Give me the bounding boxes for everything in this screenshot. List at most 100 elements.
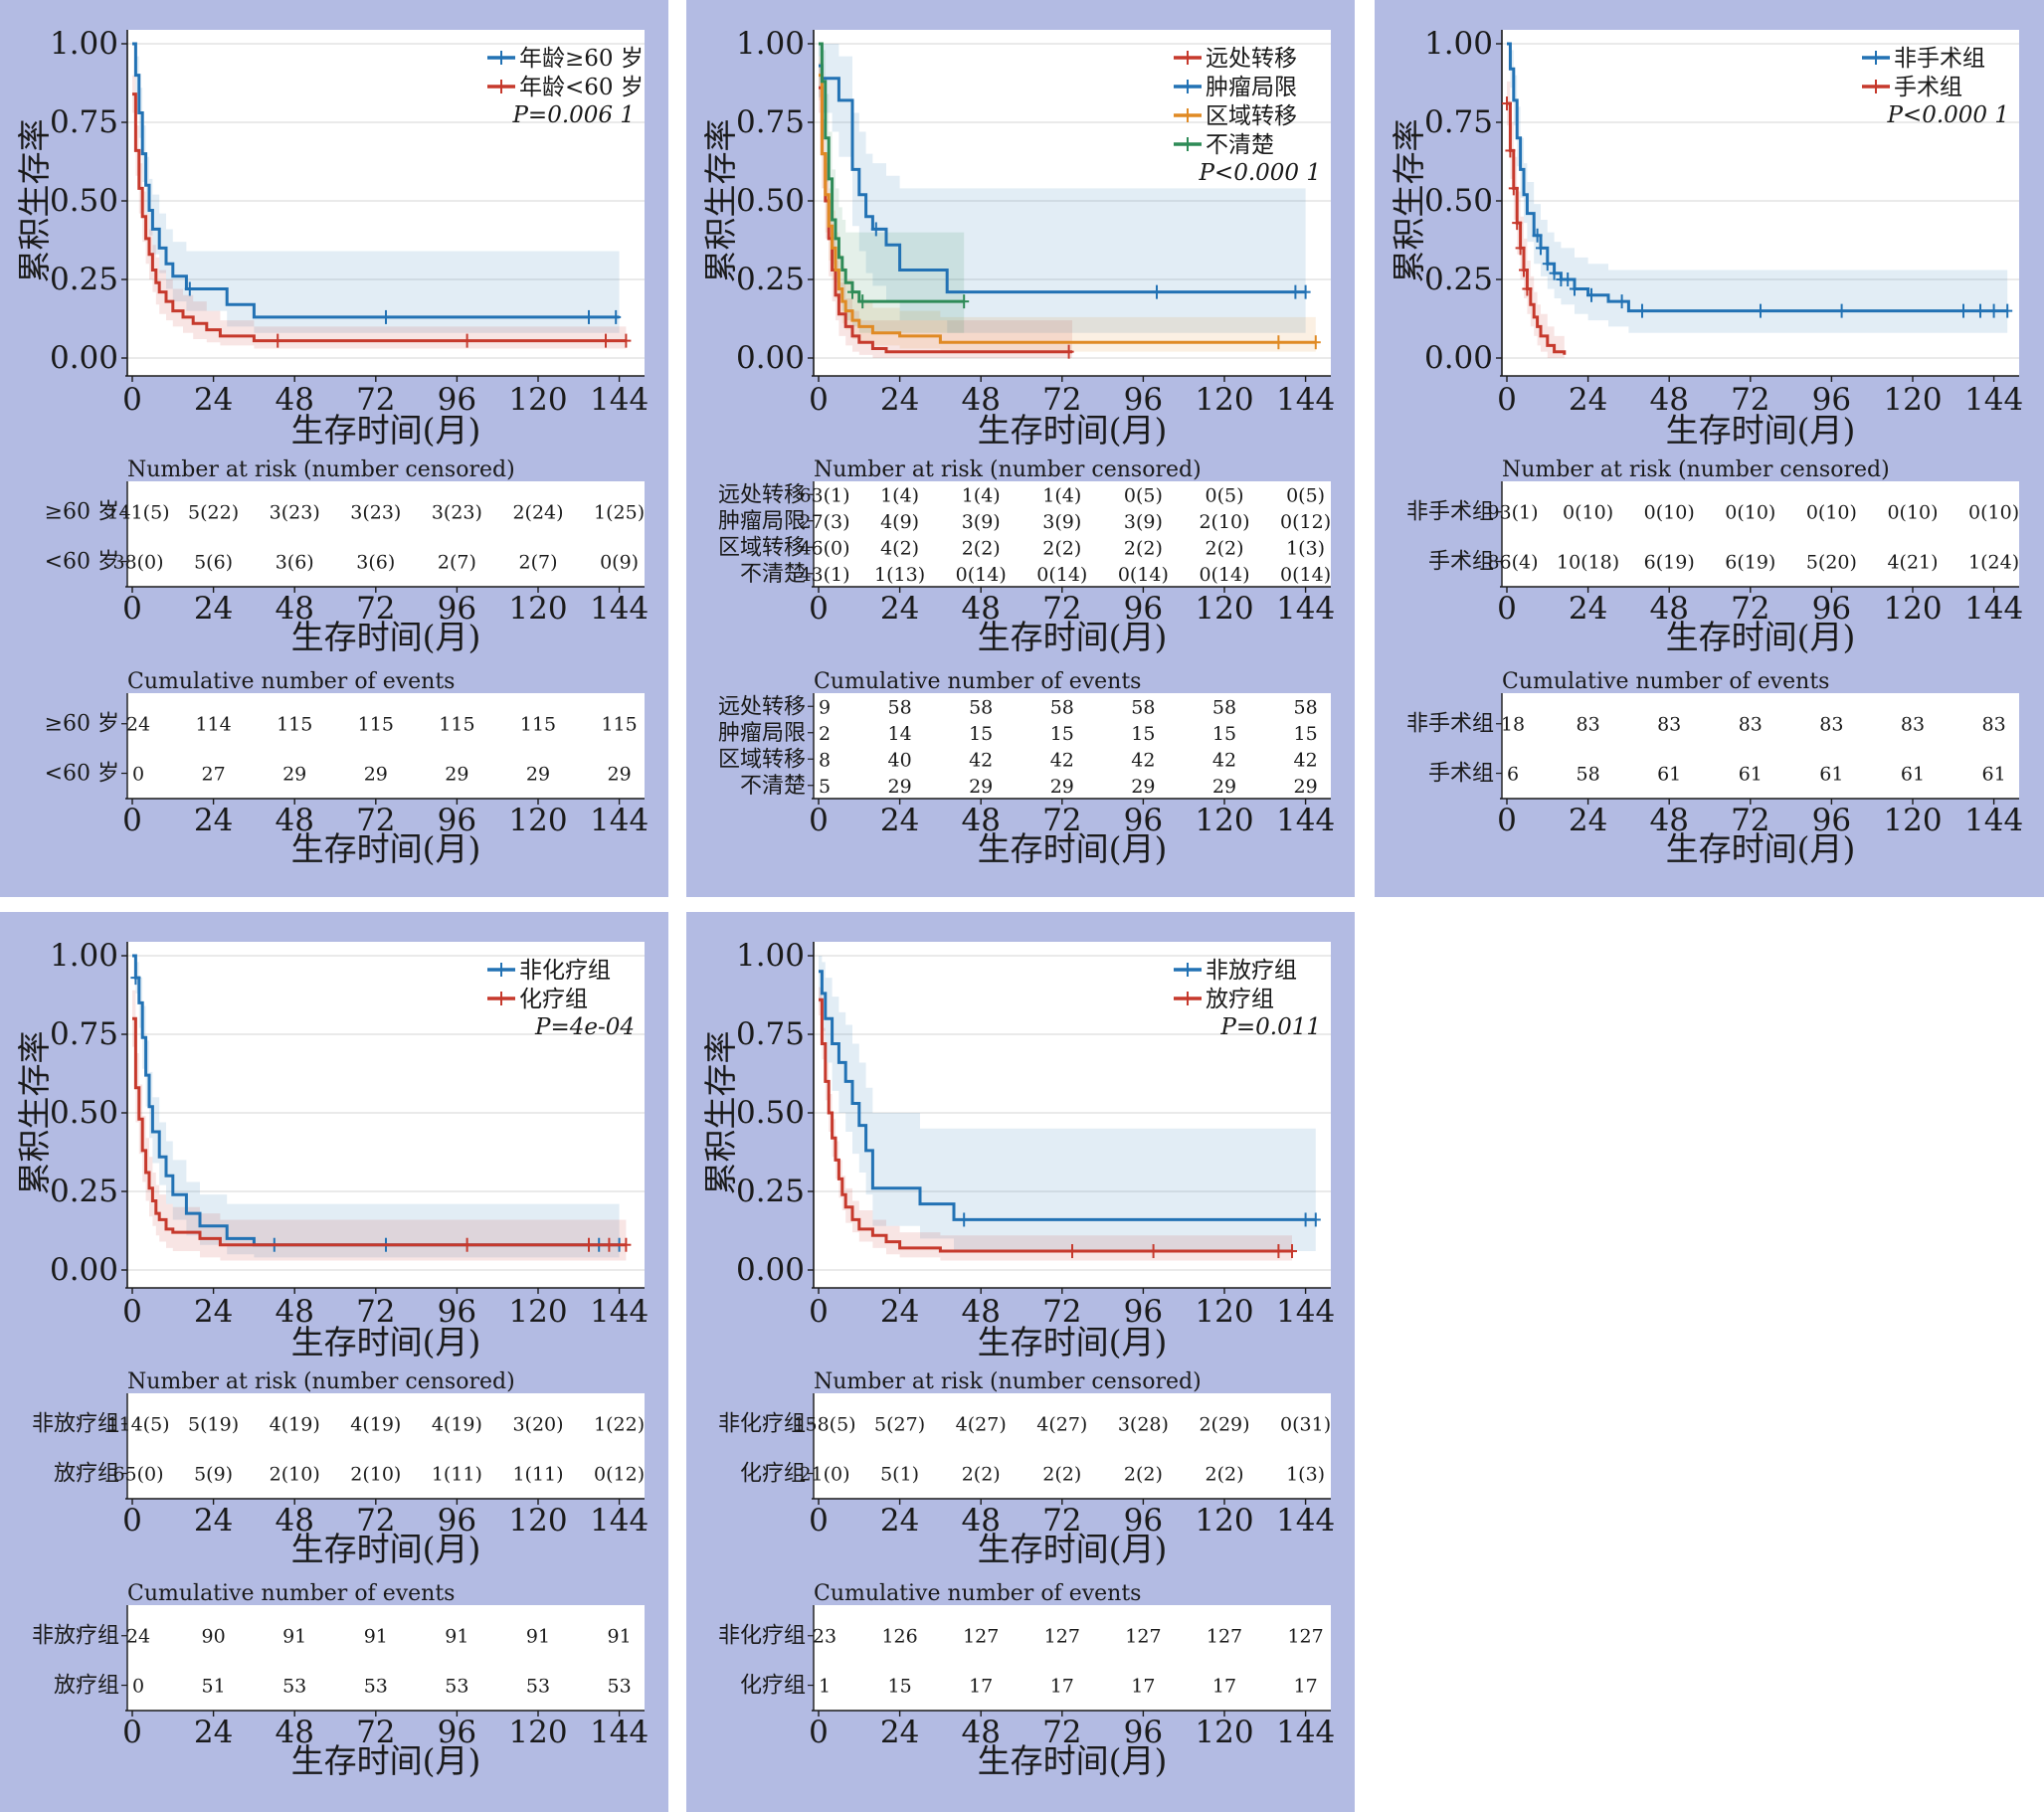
legend-label: 远处转移: [1206, 46, 1297, 72]
x-tick-label: 96: [1812, 803, 1851, 838]
table-cell: 2(2): [1042, 1464, 1081, 1486]
x-tick-label: 144: [590, 382, 649, 418]
x-tick-label: 48: [1649, 382, 1688, 418]
table-title: Cumulative number of events: [127, 1581, 455, 1606]
row-label: 非化疗组: [718, 1412, 806, 1437]
censor-mark: [1756, 303, 1765, 318]
table-cell: 61: [1819, 764, 1843, 786]
table-cell: 14: [888, 723, 912, 745]
table-cell: 29: [445, 764, 468, 786]
table-cell: 1(3): [1286, 537, 1325, 559]
table-cell: 58: [1050, 696, 1074, 718]
x-tick-label: 24: [880, 382, 919, 418]
row-label: 非放疗组: [32, 1624, 119, 1649]
table-cell: 17: [1050, 1676, 1074, 1698]
y-tick-label: 0.50: [1424, 183, 1493, 219]
table-cell: 91: [364, 1626, 388, 1648]
table-cell: 5(27): [874, 1414, 925, 1436]
table-title: Cumulative number of events: [127, 669, 455, 694]
table-cell: 42: [969, 749, 993, 771]
table-cell: 2(7): [438, 552, 476, 574]
table-cell: 42: [1050, 749, 1074, 771]
km-panel-stage: 0.00 0.25 0.50 0.75 1.00 累积生存率 远处转移 肿瘤局限 区域转移 不清楚…: [686, 0, 1355, 897]
table-cell: 15: [1131, 723, 1155, 745]
legend-label: 年龄≥60 岁: [519, 46, 644, 72]
row-label: 放疗组: [54, 1674, 119, 1699]
x-tick-label: 72: [1042, 1294, 1081, 1330]
x-tick-label: 144: [590, 803, 649, 838]
censor-mark: [1988, 303, 1999, 318]
censor-mark: [959, 294, 970, 309]
censor-mark: [1519, 263, 1529, 277]
y-tick-label: 0.25: [50, 262, 118, 297]
table-cell: 4(19): [432, 1414, 482, 1436]
x-tick-label: 144: [1276, 803, 1335, 838]
legend-label: 区域转移: [1206, 103, 1297, 129]
table-cell: 29: [969, 776, 993, 798]
table-cell: 43(1): [799, 564, 849, 586]
table-cell: 5: [819, 776, 831, 798]
legend-label: 非化疗组: [519, 958, 611, 984]
row-label: 手术组: [1428, 762, 1494, 787]
x-tick-label: 0: [122, 591, 142, 627]
censor-mark: [1586, 287, 1596, 302]
x-tick-label: 48: [961, 1294, 1000, 1330]
table-body: [127, 1605, 645, 1711]
ci-band-2: [132, 75, 627, 349]
events-table: Cumulative number of events 非化疗组 23 126 127 1…: [718, 1581, 1331, 1711]
x-tick-label: 48: [275, 803, 313, 838]
table-x-axis: 0 24 48 72 96 120 144 生存时间(月): [122, 1710, 649, 1780]
table-body: [1502, 693, 2019, 799]
table-cell: 1(13): [874, 564, 925, 586]
table-cell: 2(2): [962, 537, 1001, 559]
events-table: Cumulative number of events 非放疗组 24 90 91 91 9…: [32, 1581, 645, 1711]
x-axis-title: 生存时间(月): [978, 411, 1168, 450]
censor-mark: [1975, 303, 1985, 318]
table-cell: 58: [1212, 696, 1236, 718]
x-tick-label: 24: [880, 1294, 919, 1330]
row-label: 区域转移: [718, 535, 806, 560]
table-cell: 91: [608, 1626, 632, 1648]
x-tick-label: 120: [1195, 591, 1253, 627]
censor-mark: [1152, 284, 1162, 299]
x-tick-label: 120: [1883, 803, 1942, 838]
censor-mark: [1637, 303, 1647, 318]
censor-mark: [1300, 1212, 1311, 1227]
x-tick-label: 0: [122, 1294, 142, 1330]
table-cell: 61: [1901, 764, 1925, 786]
censor-mark: [462, 333, 472, 348]
x-tick-label: 24: [880, 1503, 919, 1539]
table-cell: 2(24): [512, 502, 563, 524]
x-axis-title: 生存时间(月): [1666, 411, 1856, 450]
x-tick-label: 48: [1649, 591, 1688, 627]
x-axis-title: 生存时间(月): [291, 1741, 481, 1780]
x-tick-label: 24: [880, 1715, 919, 1750]
p-value: P=0.006 1: [511, 102, 635, 128]
y-tick-label: 0.00: [736, 340, 805, 376]
y-axis-title: 累积生存率: [15, 1031, 54, 1195]
risk-table: Number at risk (number censored) 非放疗组114(…: [32, 1369, 645, 1499]
table-cell: 53: [364, 1676, 388, 1698]
table-cell: 0(14): [1280, 564, 1331, 586]
censor-mark: [1563, 272, 1574, 286]
table-cell: 127: [1287, 1626, 1323, 1648]
y-tick-label: 0.75: [50, 1016, 118, 1052]
table-title: Number at risk (number censored): [127, 1369, 515, 1394]
table-cell: 158(5): [793, 1414, 855, 1436]
x-axis-title: 生存时间(月): [1666, 829, 1856, 868]
table-cell: 0: [132, 764, 144, 786]
table-cell: 3(28): [1118, 1414, 1169, 1436]
table-cell: 58: [969, 696, 993, 718]
censor-mark: [621, 1237, 632, 1252]
table-body: [814, 481, 1331, 587]
row-label: 化疗组: [740, 1674, 806, 1699]
km-chart-svg: 0.00 0.25 0.50 0.75 1.00 累积生存率 年龄≥60 岁年龄<60 岁P…: [15, 26, 649, 868]
x-tick-label: 72: [1731, 803, 1769, 838]
table-cell: 23: [813, 1626, 836, 1648]
table-cell: 42: [1212, 749, 1236, 771]
legend-label: 非手术组: [1894, 46, 1985, 72]
table-cell: 24: [126, 1626, 150, 1648]
